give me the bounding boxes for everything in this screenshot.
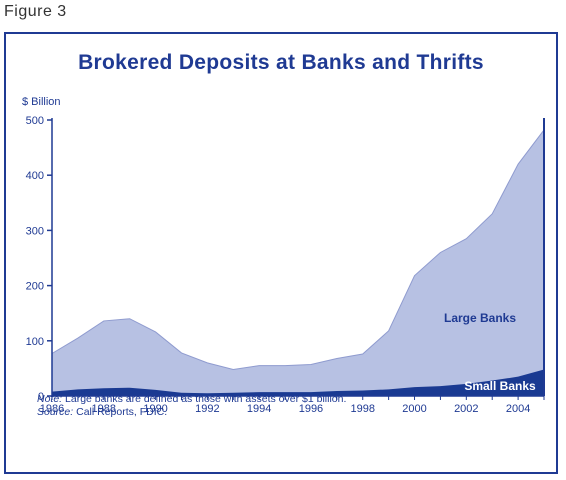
x-tick-label: 1988	[92, 403, 116, 415]
y-tick-label: 0	[38, 391, 44, 403]
figure-label: Figure 3	[4, 3, 67, 20]
small-banks-label: Small Banks	[464, 379, 536, 393]
note-text: Large banks are defined as those with as…	[65, 393, 347, 405]
source-prefix: Source:	[37, 406, 74, 418]
x-tick-label: 2004	[506, 403, 530, 415]
y-axis-label: $ Billion	[22, 96, 61, 108]
note-prefix: Note:	[37, 393, 63, 405]
large-banks-area	[52, 129, 544, 396]
x-tick-label: 1992	[195, 403, 219, 415]
x-tick-label: 2000	[402, 403, 426, 415]
x-tick-label: 1986	[40, 403, 64, 415]
y-tick-label: 300	[26, 225, 44, 237]
x-tick-label: 1994	[247, 403, 271, 415]
y-tick-label: 500	[26, 115, 44, 127]
chart-title: Brokered Deposits at Banks and Thrifts	[78, 51, 484, 74]
y-tick-label: 100	[26, 336, 44, 348]
small-banks-area	[52, 369, 544, 396]
large-banks-label: Large Banks	[444, 311, 516, 325]
x-tick-label: 1998	[350, 403, 374, 415]
chart-footnote: Note: Large banks are defined as those w…	[37, 393, 346, 419]
source-text: Call Reports, FDIC.	[76, 406, 168, 418]
large-banks-outline	[51, 129, 545, 371]
x-tick-label: 1996	[299, 403, 323, 415]
x-tick-label: 1990	[143, 403, 167, 415]
y-tick-label: 200	[26, 281, 44, 293]
y-tick-label: 400	[26, 170, 44, 182]
x-tick-label: 2002	[454, 403, 478, 415]
